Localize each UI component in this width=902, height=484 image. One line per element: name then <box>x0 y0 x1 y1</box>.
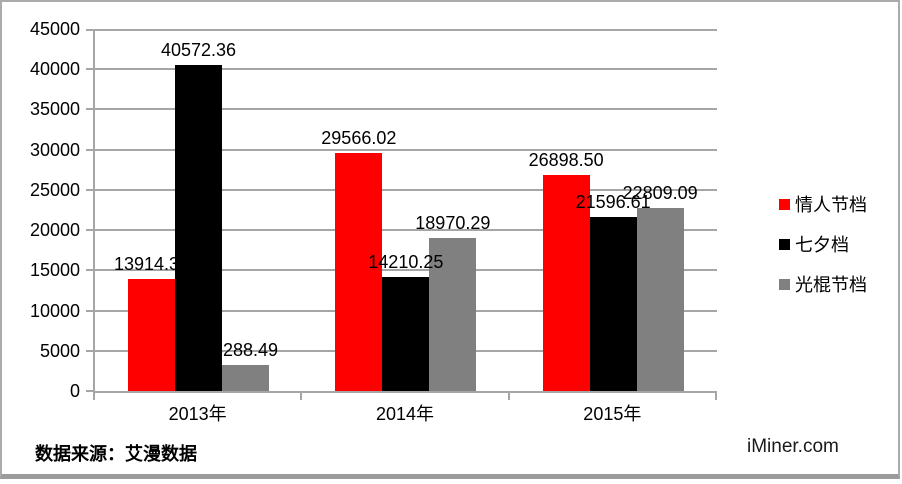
y-axis-tick <box>86 68 94 71</box>
x-axis-category-label: 2013年 <box>168 404 227 424</box>
value-label-s1-c2: 21596.61 <box>575 192 651 213</box>
legend-item-0: 情人节档 <box>779 184 867 224</box>
y-axis-tick-label: 10000 <box>29 300 80 321</box>
value-label-s2-c1: 18970.29 <box>415 213 491 234</box>
legend-label: 七夕档 <box>795 235 849 255</box>
y-axis-tick <box>86 148 94 151</box>
x-axis-tick <box>93 393 95 400</box>
gridline <box>95 108 717 111</box>
value-label-s2-c0: 3288.49 <box>212 339 279 360</box>
y-axis-tick <box>86 269 94 272</box>
legend-item-1: 七夕档 <box>779 224 867 264</box>
data-source-note: 数据来源：艾漫数据 <box>35 444 197 464</box>
bar-s1-c0 <box>175 64 222 391</box>
bar-s1-c1 <box>382 276 430 391</box>
y-axis-tick <box>86 188 94 191</box>
x-axis-tick <box>508 393 510 400</box>
bar-s2-c2 <box>636 207 684 391</box>
brand-watermark: iMiner.com <box>747 436 839 457</box>
gridline <box>95 148 717 151</box>
y-axis-tick-label: 45000 <box>29 19 80 39</box>
bar-s0-c1 <box>335 153 383 391</box>
legend: 情人节档七夕档光棍节档 <box>779 184 867 304</box>
legend-swatch-icon <box>779 198 790 210</box>
legend-label: 情人节档 <box>795 195 867 215</box>
bar-s1-c2 <box>589 217 637 391</box>
y-axis-tick-label: 30000 <box>29 139 80 160</box>
value-label-s0-c1: 29566.02 <box>321 128 397 149</box>
y-axis-tick <box>86 309 94 312</box>
bar-s2-c0 <box>222 364 269 391</box>
y-axis-tick <box>86 349 94 352</box>
gridline <box>95 229 717 232</box>
plot-area: 13914.38 40572.36 3288.49 29566.02 14210.25 1… <box>86 29 717 400</box>
gridline <box>95 188 717 191</box>
legend-label: 光棍节档 <box>795 275 867 295</box>
y-axis-tick-label: 20000 <box>29 220 80 241</box>
value-label-s1-c1: 14210.25 <box>368 251 444 272</box>
value-label-s0-c0: 13914.38 <box>113 254 190 275</box>
gridline <box>95 269 717 272</box>
value-label-s1-c0: 40572.36 <box>160 39 237 60</box>
x-axis-category-label: 2014年 <box>375 404 435 424</box>
y-axis-tick <box>86 108 94 111</box>
legend-swatch-icon <box>779 238 790 250</box>
bar-s2-c1 <box>429 238 477 391</box>
value-label-s0-c2: 26898.50 <box>528 149 604 170</box>
y-axis-tick-label: 15000 <box>29 260 80 281</box>
y-axis-tick <box>86 229 94 232</box>
legend-item-2: 光棍节档 <box>779 264 867 304</box>
y-axis-tick <box>86 390 94 392</box>
gridline <box>95 68 717 71</box>
gridline <box>95 29 717 31</box>
legend-swatch-icon <box>779 278 790 290</box>
value-label-s2-c2: 22809.09 <box>622 182 698 203</box>
y-axis-tick-label: 35000 <box>29 99 80 120</box>
bar-s0-c2 <box>542 174 590 391</box>
y-axis-tick-label: 5000 <box>39 340 80 361</box>
y-axis-tick <box>86 29 94 31</box>
y-axis-tick-label: 25000 <box>29 179 80 200</box>
x-axis-category-label: 2015年 <box>583 404 642 424</box>
y-axis-tick-label: 0 <box>69 381 80 401</box>
x-axis-tick <box>715 393 717 400</box>
bar-s0-c0 <box>128 279 175 391</box>
y-axis-tick-label: 40000 <box>29 59 80 80</box>
x-axis-tick <box>300 393 302 400</box>
